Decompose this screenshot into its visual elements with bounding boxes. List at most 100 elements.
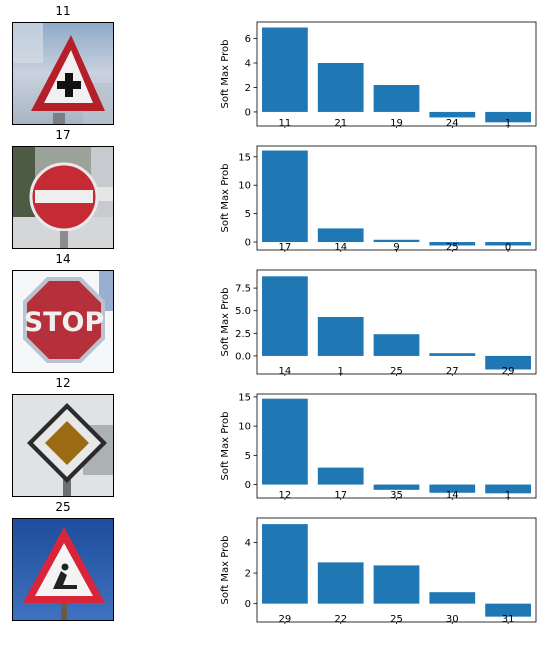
y-tick-label: 4 xyxy=(245,538,251,549)
y-tick-label: 7.5 xyxy=(235,284,251,295)
y-tick-label: 10 xyxy=(238,422,251,433)
y-tick-label: 6 xyxy=(245,34,251,45)
y-tick-label: 4 xyxy=(245,58,251,69)
x-tick-label: 14 xyxy=(279,366,292,376)
prediction-row: 17 0 5 10 15 17 14 9 25 0 Soft Max Prob xyxy=(0,128,547,254)
prediction-row: 25 0 2 4 29 22 25 30 31 Soft Max Prob xyxy=(0,500,547,626)
y-axis-label: Soft Max Prob xyxy=(220,164,231,233)
y-tick-label: 2 xyxy=(245,83,251,94)
bar xyxy=(262,276,308,356)
y-axis-label: Soft Max Prob xyxy=(220,536,231,605)
bar xyxy=(373,484,420,490)
softmax-bar-chart: 0 5 10 15 12 17 35 14 1 Soft Max Prob xyxy=(220,392,537,502)
y-axis-label: Soft Max Prob xyxy=(220,40,231,109)
y-tick-label: 0 xyxy=(245,599,251,610)
x-tick-label: 17 xyxy=(334,490,347,500)
traffic-sign-image xyxy=(12,394,114,497)
bar xyxy=(262,27,308,112)
bar xyxy=(485,355,531,370)
bar xyxy=(429,592,476,604)
y-tick-label: 0 xyxy=(245,238,251,249)
x-tick-label: 29 xyxy=(502,366,515,376)
image-title: 12 xyxy=(55,376,71,390)
x-tick-label: 22 xyxy=(334,614,347,624)
x-tick-label: 25 xyxy=(446,242,459,252)
y-tick-label: 2 xyxy=(245,569,251,580)
bar xyxy=(373,85,420,112)
bar xyxy=(429,353,476,356)
traffic-sign-image: STOP xyxy=(12,270,114,373)
bar xyxy=(485,484,531,494)
x-tick-label: 35 xyxy=(390,490,403,500)
image-title: 25 xyxy=(55,500,71,514)
y-tick-label: 10 xyxy=(238,181,251,192)
x-tick-label: 14 xyxy=(446,490,459,500)
traffic-sign-image xyxy=(12,518,114,621)
x-tick-label: 1 xyxy=(505,490,511,500)
prediction-row: 12 0 5 10 15 12 17 35 14 1 Soft Max Prob xyxy=(0,376,547,502)
image-title: 17 xyxy=(55,128,71,142)
bar xyxy=(429,111,476,118)
traffic-sign-image xyxy=(12,146,114,249)
x-tick-label: 11 xyxy=(279,118,292,128)
y-tick-label: 15 xyxy=(238,152,251,163)
y-axis-label: Soft Max Prob xyxy=(220,288,231,357)
bar xyxy=(485,603,531,617)
prediction-row: 14 STOP 0.0 2.5 5.0 7.5 14 1 25 27 29 Soft Max Pr… xyxy=(0,252,547,378)
x-tick-label: 21 xyxy=(334,118,347,128)
softmax-bar-chart: 0 5 10 15 17 14 9 25 0 Soft Max Prob xyxy=(220,145,537,254)
x-tick-label: 1 xyxy=(338,366,344,376)
y-tick-label: 0 xyxy=(245,107,251,118)
x-tick-label: 14 xyxy=(334,242,347,252)
x-tick-label: 27 xyxy=(446,366,459,376)
softmax-bar-chart: 0 2 4 29 22 25 30 31 Soft Max Prob xyxy=(220,517,537,626)
y-tick-label: 5 xyxy=(245,451,251,462)
bar xyxy=(373,565,420,604)
y-tick-label: 5 xyxy=(245,209,251,220)
y-tick-label: 0.0 xyxy=(235,351,251,362)
stop-sign-icon: STOP xyxy=(23,277,105,363)
softmax-bar-chart: 0.0 2.5 5.0 7.5 14 1 25 27 29 Soft Max Prob xyxy=(220,269,537,378)
bar xyxy=(317,562,364,604)
x-tick-label: 29 xyxy=(279,614,292,624)
bar xyxy=(317,228,364,243)
x-tick-label: 24 xyxy=(446,118,459,128)
image-title: 11 xyxy=(55,4,71,18)
bar xyxy=(262,150,308,243)
x-tick-label: 25 xyxy=(390,614,403,624)
bar xyxy=(262,398,308,485)
x-tick-label: 31 xyxy=(502,614,515,624)
y-axis-label: Soft Max Prob xyxy=(220,412,231,481)
prediction-row: 11 0 2 4 6 11 21 19 24 1 Soft Max Prob xyxy=(0,4,547,130)
bar xyxy=(317,62,364,112)
bar xyxy=(373,239,420,243)
bar xyxy=(262,524,308,604)
y-tick-label: 15 xyxy=(238,392,251,403)
bar xyxy=(485,111,531,123)
priority-road-icon xyxy=(27,403,107,483)
x-tick-label: 30 xyxy=(446,614,459,624)
bar xyxy=(429,484,476,493)
bar xyxy=(373,334,420,356)
bar xyxy=(429,242,476,246)
x-tick-label: 9 xyxy=(393,242,399,252)
y-tick-label: 5.0 xyxy=(235,306,251,317)
x-tick-label: 1 xyxy=(505,118,511,128)
triangle-right-of-way-icon xyxy=(31,35,105,111)
y-tick-label: 2.5 xyxy=(235,329,251,340)
svg-text:STOP: STOP xyxy=(24,307,105,338)
bar xyxy=(485,242,531,246)
image-title: 14 xyxy=(55,252,71,266)
bar xyxy=(317,467,364,485)
road-work-icon xyxy=(23,527,105,603)
bar xyxy=(317,317,364,356)
x-tick-label: 12 xyxy=(279,490,292,500)
x-tick-label: 19 xyxy=(390,118,403,128)
x-tick-label: 25 xyxy=(390,366,403,376)
no-entry-icon xyxy=(29,162,99,232)
x-tick-label: 17 xyxy=(279,242,292,252)
x-tick-label: 0 xyxy=(505,242,511,252)
traffic-sign-image xyxy=(12,22,114,125)
y-tick-label: 0 xyxy=(245,480,251,491)
